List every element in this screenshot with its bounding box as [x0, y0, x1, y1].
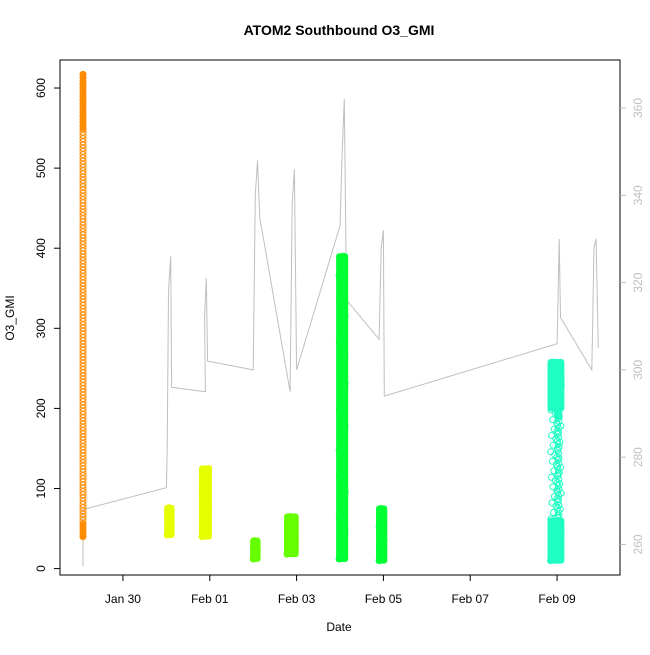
ozone-dense-band — [284, 513, 299, 558]
y-tick-label: 0 — [34, 565, 48, 572]
ozone-point — [548, 457, 556, 465]
y2-axis: 260 280 300 320 340 360 — [620, 98, 645, 554]
y-tick-label: 600 — [34, 78, 48, 98]
y-tick-label: 500 — [34, 158, 48, 178]
ozone-segment — [79, 70, 87, 541]
ozone-dense-band — [336, 253, 349, 562]
plot-frame — [59, 59, 621, 576]
ozone-point — [549, 441, 557, 449]
y-tick-label: 200 — [34, 398, 48, 418]
x-tick-label: Feb 01 — [191, 592, 229, 606]
ozone-point — [553, 445, 561, 452]
y-axis-label: O3_GMI — [3, 295, 17, 340]
ozone-point — [555, 450, 562, 458]
y2-tick-label: 340 — [631, 185, 645, 205]
ozone-segment — [163, 504, 175, 539]
ozone-point — [550, 493, 558, 500]
ozone-dense-band — [80, 521, 87, 540]
ozone-dense-band — [547, 517, 565, 564]
y2-tick-label: 360 — [631, 98, 645, 118]
ozone-point — [547, 448, 555, 456]
y-tick-label: 100 — [34, 478, 48, 498]
y-axis: 0 100 200 300 400 500 600 — [34, 78, 60, 572]
x-tick-label: Feb 07 — [452, 592, 490, 606]
x-tick-label: Feb 03 — [278, 592, 316, 606]
ozone-point — [549, 483, 557, 491]
ozone-point — [555, 475, 563, 483]
ozone-segment — [249, 537, 261, 563]
ozone-point — [550, 467, 558, 475]
x-tick-label: Feb 05 — [365, 592, 403, 606]
ozone-point — [550, 509, 557, 516]
ozone-dense-band — [164, 504, 175, 538]
ozone-point — [547, 473, 555, 481]
y2-tick-label: 280 — [631, 447, 645, 467]
y-tick-label: 400 — [34, 238, 48, 258]
x-tick-label: Jan 30 — [105, 592, 141, 606]
y-tick-label: 300 — [34, 318, 48, 338]
ozone-point — [549, 416, 557, 424]
ozone-segment — [547, 358, 565, 565]
series-layer — [79, 70, 565, 565]
x-axis-label: Date — [326, 620, 352, 634]
ozone-segment — [335, 252, 349, 563]
ozone-dense-band — [547, 358, 565, 412]
y2-tick-label: 320 — [631, 272, 645, 292]
ozone-dense-band — [376, 505, 388, 564]
x-tick-label: Feb 09 — [538, 592, 576, 606]
chart-title: ATOM2 Southbound O3_GMI — [244, 22, 435, 38]
x-axis: Jan 30 Feb 01 Feb 03 Feb 05 Feb 07 Feb 09 — [105, 575, 576, 606]
y2-tick-label: 260 — [631, 534, 645, 554]
ozone-point — [548, 432, 556, 440]
ozone-dense-band — [198, 465, 212, 540]
secondary-series-line — [82, 99, 599, 567]
ozone-point — [550, 425, 558, 433]
ozone-point — [548, 499, 556, 507]
ozone-dense-band — [250, 537, 261, 562]
y2-tick-label: 300 — [631, 360, 645, 380]
ozone-dense-band — [80, 71, 87, 132]
secondary-layer — [82, 99, 599, 567]
ozone-segment — [198, 465, 213, 541]
ozone-segment — [375, 505, 388, 565]
ozone-segment — [283, 513, 299, 558]
